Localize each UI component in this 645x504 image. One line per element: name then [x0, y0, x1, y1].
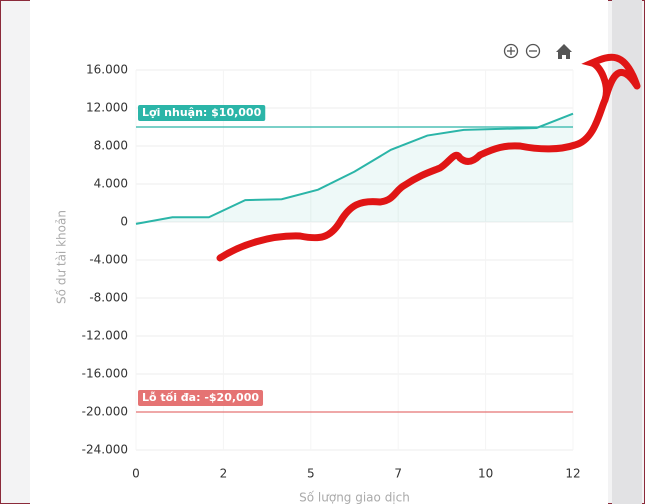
chart-card	[30, 0, 608, 504]
reference-label-box	[138, 390, 264, 406]
y-tick-label: 4.000	[94, 177, 128, 191]
y-tick-label: 0	[120, 215, 128, 229]
zoom-out-icon[interactable]	[525, 43, 541, 59]
line	[135, 112, 574, 225]
x-tick-label: 0	[132, 467, 140, 481]
x-tick-label: 12	[565, 467, 580, 481]
hand-drawn-arrow	[216, 53, 641, 262]
y-tick-label: -24.000	[82, 443, 128, 457]
y-tick-label: 8.000	[94, 139, 128, 153]
reference-label-box	[138, 105, 266, 121]
reference-label-text: Lỗ tối đa: -$20,000	[142, 391, 259, 404]
plot: 16.000 12.000 8.000 4.000 0 -4.000 -8.000 -12.0…	[55, 63, 581, 504]
y-tick-label: 12.000	[86, 101, 128, 115]
area	[136, 113, 573, 224]
x-axis-title: Số lượng giao dịch	[299, 491, 410, 504]
y-tick-label: -8.000	[89, 291, 128, 305]
x-tick-label: 7	[394, 467, 402, 481]
home-icon[interactable]	[556, 44, 572, 59]
toolbar	[503, 43, 572, 59]
y-axis-title: Số dư tài khoản	[55, 210, 69, 304]
y-tick-label: -12.000	[82, 329, 128, 343]
zoom-in-plus	[507, 47, 515, 55]
y-tick-label: -4.000	[89, 253, 128, 267]
reference-label-text: Lợi nhuận: $10,000	[142, 106, 262, 119]
y-tick-label: -20.000	[82, 405, 128, 419]
x-tick-label: 2	[220, 467, 228, 481]
x-tick-label: 5	[307, 467, 315, 481]
reference-label: Lợi nhuận: $10,000	[138, 105, 266, 121]
zoom-in-icon[interactable]	[503, 43, 519, 59]
y-tick-label: 16.000	[86, 63, 128, 77]
x-tick-label: 10	[478, 467, 493, 481]
y-tick-label: -16.000	[82, 367, 128, 381]
reference-label: Lỗ tối đa: -$20,000	[138, 390, 264, 406]
